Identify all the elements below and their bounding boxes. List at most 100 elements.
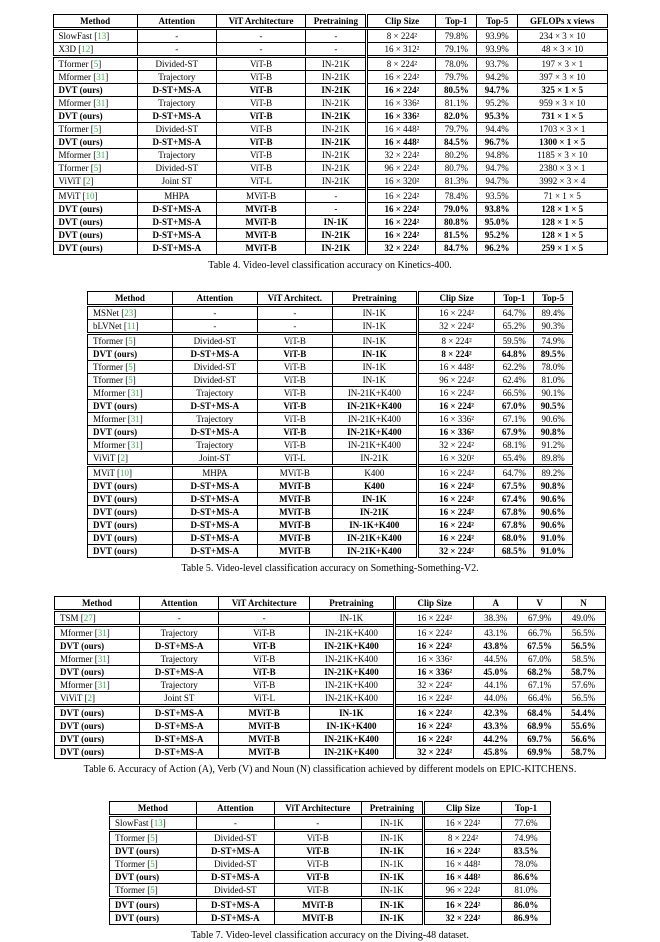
citation-link[interactable]: 11 bbox=[126, 321, 136, 331]
citation-link[interactable]: 2 bbox=[120, 453, 126, 463]
cell: D-ST+MS-A bbox=[136, 215, 217, 229]
cell: ViT-B bbox=[215, 122, 307, 136]
citation-link[interactable]: 5 bbox=[128, 336, 133, 347]
table-row: SlowFast [13] - - IN-1K 16 × 224² 77.6% bbox=[109, 815, 552, 831]
citation-link[interactable]: 23 bbox=[124, 308, 134, 318]
citation-link[interactable]: 2 bbox=[87, 693, 93, 703]
citation-link[interactable]: 5 bbox=[128, 362, 133, 372]
cell: - bbox=[215, 28, 307, 43]
table-row: DVT (ours) D-ST+MS-A MViT-B IN-1K 16 × 224² 8… bbox=[109, 896, 552, 912]
cell: 32 × 224² bbox=[422, 911, 502, 925]
citation-link[interactable]: 31 bbox=[97, 628, 107, 639]
citation-link[interactable]: 31 bbox=[96, 98, 106, 108]
cell: 16 × 336² bbox=[365, 109, 437, 123]
citation-link[interactable]: 13 bbox=[97, 31, 107, 41]
cell: 89.8% bbox=[533, 451, 573, 466]
table-row: DVT (ours) D-ST+MS-A ViT-B IN-21K 16 × 448² 8… bbox=[52, 135, 608, 149]
column-header: Clip Size bbox=[392, 596, 475, 612]
cell: Trajectory bbox=[138, 624, 220, 640]
cell: ViT-B bbox=[218, 665, 310, 679]
citation-link[interactable]: 31 bbox=[130, 414, 140, 424]
cell: 69.7% bbox=[517, 732, 563, 746]
cell: 16 × 224² bbox=[422, 844, 502, 858]
citation-link[interactable]: 5 bbox=[150, 859, 155, 869]
column-header: Attention bbox=[138, 596, 220, 612]
cell: 68.5% bbox=[494, 544, 535, 558]
cell: IN-21K bbox=[305, 83, 368, 97]
column-header: Clip Size bbox=[422, 801, 502, 817]
cell: 56.6% bbox=[561, 732, 606, 746]
cell: 67.5% bbox=[494, 479, 535, 493]
method-cell: DVT (ours) bbox=[87, 518, 173, 532]
cell: 58.7% bbox=[561, 665, 606, 679]
cell: 96.2% bbox=[476, 241, 519, 255]
table-row: ViViT [2] Joint ST ViT-L IN-21K+K400 16 × 22… bbox=[54, 691, 606, 706]
citation-link[interactable]: 10 bbox=[120, 468, 130, 479]
cell: 71 × 1 × 5 bbox=[517, 187, 608, 203]
method-cell: DVT (ours) bbox=[52, 135, 138, 149]
table-row: DVT (ours) D-ST+MS-A MViT-B IN-21K+K400 32 ×… bbox=[54, 745, 606, 759]
cell: MViT-B bbox=[215, 187, 307, 203]
method-cell: DVT (ours) bbox=[87, 399, 173, 413]
cell: IN-21K+K400 bbox=[331, 438, 418, 452]
method-cell: Tformer [5] bbox=[109, 857, 197, 871]
cell: 96 × 224² bbox=[365, 161, 437, 175]
method-cell: DVT (ours) bbox=[52, 215, 138, 229]
cell: 45.0% bbox=[473, 665, 519, 679]
method-cell: DVT (ours) bbox=[52, 228, 138, 242]
column-header: ViT Architecture bbox=[273, 801, 362, 817]
citation-link[interactable]: 31 bbox=[97, 654, 107, 664]
citation-link[interactable]: 5 bbox=[150, 833, 155, 844]
citation-link[interactable]: 5 bbox=[93, 124, 99, 134]
cell: IN-1K bbox=[360, 883, 425, 898]
citation-link[interactable]: 12 bbox=[81, 44, 91, 54]
cell: ViT-B bbox=[256, 332, 333, 348]
cell: ViT-B bbox=[256, 412, 333, 426]
citation-link[interactable]: 10 bbox=[85, 191, 95, 202]
citation-link[interactable]: 27 bbox=[83, 613, 93, 623]
citation-link[interactable]: 31 bbox=[97, 680, 107, 690]
cell: Trajectory bbox=[171, 438, 258, 452]
cell: 16 × 224² bbox=[422, 815, 502, 831]
method-cell: DVT (ours) bbox=[87, 425, 173, 439]
cell: 77.6% bbox=[500, 815, 552, 831]
citation-link[interactable]: 31 bbox=[96, 72, 106, 82]
cell: ViT-B bbox=[256, 347, 333, 361]
method-cell: Mformer [31] bbox=[52, 96, 138, 110]
citation-link[interactable]: 2 bbox=[86, 176, 91, 186]
cell: D-ST+MS-A bbox=[195, 896, 275, 912]
citation-link[interactable]: 5 bbox=[93, 59, 99, 70]
citation-link[interactable]: 13 bbox=[153, 818, 163, 828]
cell: IN-21K+K400 bbox=[331, 544, 418, 558]
citation-link[interactable]: 5 bbox=[128, 375, 133, 385]
cell: 94.4% bbox=[476, 122, 519, 136]
citation-link[interactable]: 31 bbox=[130, 388, 140, 398]
column-header: Pretraining bbox=[305, 14, 368, 30]
cell: 44.2% bbox=[473, 732, 519, 746]
cell: Divided-ST bbox=[171, 373, 258, 387]
cell: 89.2% bbox=[533, 464, 573, 480]
citation-link[interactable]: 5 bbox=[150, 885, 155, 895]
cell: Divided-ST bbox=[195, 857, 275, 871]
cell: ViT-B bbox=[256, 399, 333, 413]
cell: D-ST+MS-A bbox=[171, 544, 258, 558]
cell: 16 × 224² bbox=[392, 610, 475, 626]
cell: IN-21K bbox=[305, 148, 368, 162]
cell: 80.7% bbox=[435, 161, 478, 175]
method-cell: DVT (ours) bbox=[52, 83, 138, 97]
table-row: DVT (ours) D-ST+MS-A ViT-B IN-21K+K400 16 × … bbox=[54, 639, 606, 653]
cell: 94.8% bbox=[476, 148, 519, 162]
column-header: Top-1 bbox=[435, 14, 478, 30]
cell: - bbox=[171, 305, 258, 320]
table-row: DVT (ours) D-ST+MS-A MViT-B IN-1K 16 × 224² 8… bbox=[52, 215, 608, 229]
citation-link[interactable]: 31 bbox=[96, 150, 106, 160]
cell: 128 × 1 × 5 bbox=[517, 228, 608, 242]
cell: 86.9% bbox=[500, 911, 552, 925]
citation-link[interactable]: 5 bbox=[93, 163, 99, 173]
cell: 16 × 448² bbox=[422, 857, 502, 871]
cell: 68.4% bbox=[517, 704, 563, 720]
table-row: Tformer [5] Divided-ST ViT-B IN-1K 8 × 224² 7… bbox=[109, 829, 552, 845]
citation-link[interactable]: 31 bbox=[130, 440, 140, 450]
cell: 67.0% bbox=[517, 652, 563, 666]
